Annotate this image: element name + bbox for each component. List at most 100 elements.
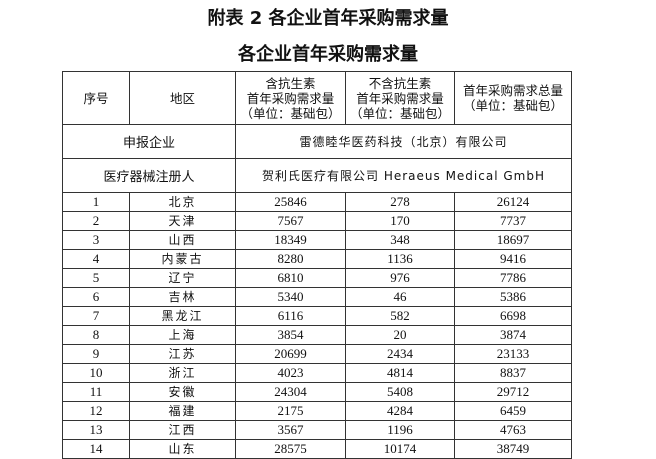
with-antibiotic-cell: 7567 bbox=[235, 211, 346, 231]
region-cell: 安徽 bbox=[129, 382, 236, 402]
table-row: 13 江西 3567 1196 4763 bbox=[62, 420, 572, 440]
seq-cell: 3 bbox=[62, 230, 130, 250]
seq-cell: 9 bbox=[62, 344, 130, 364]
registrant-row: 医疗器械注册人 贺利氏医疗有限公司 Heraeus Medical GmbH bbox=[62, 158, 572, 193]
seq-cell: 5 bbox=[62, 268, 130, 288]
table-row: 5 辽宁 6810 976 7786 bbox=[62, 268, 572, 288]
seq-cell: 6 bbox=[62, 287, 130, 307]
with-antibiotic-cell: 8280 bbox=[235, 249, 346, 269]
header-line: （单位：基础包） bbox=[349, 105, 450, 121]
seq-cell: 7 bbox=[62, 306, 130, 326]
table-row: 4 内蒙古 8280 1136 9416 bbox=[62, 249, 572, 269]
without-antibiotic-cell: 976 bbox=[345, 268, 455, 288]
header-line: 不含抗生素 bbox=[368, 75, 432, 91]
without-antibiotic-cell: 348 bbox=[345, 230, 455, 250]
with-antibiotic-cell: 18349 bbox=[235, 230, 346, 250]
total-cell: 38749 bbox=[454, 439, 572, 459]
region-cell: 北京 bbox=[129, 192, 236, 212]
total-cell: 6459 bbox=[454, 401, 572, 421]
with-antibiotic-cell: 28575 bbox=[235, 439, 346, 459]
total-cell: 9416 bbox=[454, 249, 572, 269]
total-cell: 3874 bbox=[454, 325, 572, 345]
document-title: 附表 2 各企业首年采购需求量 bbox=[207, 8, 449, 29]
with-antibiotic-cell: 4023 bbox=[235, 363, 346, 383]
with-antibiotic-cell: 3854 bbox=[235, 325, 346, 345]
header-line: （单位：基础包） bbox=[240, 105, 341, 121]
header-with-antibiotic: 含抗生素 首年采购需求量 （单位：基础包） bbox=[235, 71, 346, 125]
header-line: （单位：基础包） bbox=[462, 98, 563, 113]
without-antibiotic-cell: 170 bbox=[345, 211, 455, 231]
without-antibiotic-cell: 278 bbox=[345, 192, 455, 212]
seq-cell: 11 bbox=[62, 382, 130, 402]
without-antibiotic-cell: 4284 bbox=[345, 401, 455, 421]
with-antibiotic-cell: 5340 bbox=[235, 287, 346, 307]
table-row: 7 黑龙江 6116 582 6698 bbox=[62, 306, 572, 326]
table-row: 6 吉林 5340 46 5386 bbox=[62, 287, 572, 307]
header-line: 含抗生素 bbox=[265, 75, 316, 91]
seq-cell: 12 bbox=[62, 401, 130, 421]
with-antibiotic-cell: 6116 bbox=[235, 306, 346, 326]
table-row: 9 江苏 20699 2434 23133 bbox=[62, 344, 572, 364]
seq-cell: 1 bbox=[62, 192, 130, 212]
table-row: 10 浙江 4023 4814 8837 bbox=[62, 363, 572, 383]
with-antibiotic-cell: 25846 bbox=[235, 192, 346, 212]
total-cell: 26124 bbox=[454, 192, 572, 212]
registrant-value: 贺利氏医疗有限公司 Heraeus Medical GmbH bbox=[235, 158, 572, 193]
table-row: 2 天津 7567 170 7737 bbox=[62, 211, 572, 231]
region-cell: 天津 bbox=[129, 211, 236, 231]
with-antibiotic-cell: 3567 bbox=[235, 420, 346, 440]
header-region: 地区 bbox=[129, 71, 236, 125]
header-without-antibiotic: 不含抗生素 首年采购需求量 （单位：基础包） bbox=[345, 71, 455, 125]
seq-cell: 4 bbox=[62, 249, 130, 269]
total-cell: 7786 bbox=[454, 268, 572, 288]
region-cell: 吉林 bbox=[129, 287, 236, 307]
table-row: 3 山西 18349 348 18697 bbox=[62, 230, 572, 250]
region-cell: 山东 bbox=[129, 439, 236, 459]
seq-cell: 14 bbox=[62, 439, 130, 459]
total-cell: 18697 bbox=[454, 230, 572, 250]
table-title: 各企业首年采购需求量 bbox=[238, 44, 418, 65]
region-cell: 内蒙古 bbox=[129, 249, 236, 269]
applicant-value: 雷德睦华医药科技（北京）有限公司 bbox=[235, 124, 572, 159]
region-cell: 上海 bbox=[129, 325, 236, 345]
table-row: 12 福建 2175 4284 6459 bbox=[62, 401, 572, 421]
seq-cell: 13 bbox=[62, 420, 130, 440]
region-cell: 山西 bbox=[129, 230, 236, 250]
table-row: 11 安徽 24304 5408 29712 bbox=[62, 382, 572, 402]
applicant-label: 申报企业 bbox=[62, 124, 236, 159]
without-antibiotic-cell: 46 bbox=[345, 287, 455, 307]
total-cell: 8837 bbox=[454, 363, 572, 383]
region-cell: 浙江 bbox=[129, 363, 236, 383]
table-row: 14 山东 28575 10174 38749 bbox=[62, 439, 572, 459]
region-cell: 福建 bbox=[129, 401, 236, 421]
seq-cell: 8 bbox=[62, 325, 130, 345]
header-seq: 序号 bbox=[62, 71, 130, 125]
region-cell: 江西 bbox=[129, 420, 236, 440]
region-cell: 辽宁 bbox=[129, 268, 236, 288]
table-row: 1 北京 25846 278 26124 bbox=[62, 192, 572, 212]
seq-cell: 10 bbox=[62, 363, 130, 383]
with-antibiotic-cell: 2175 bbox=[235, 401, 346, 421]
header-line: 首年采购需求总量 bbox=[462, 83, 563, 98]
without-antibiotic-cell: 582 bbox=[345, 306, 455, 326]
demand-table: 序号 地区 含抗生素 首年采购需求量 （单位：基础包） 不含抗生素 首年采购需求… bbox=[62, 71, 572, 459]
without-antibiotic-cell: 1136 bbox=[345, 249, 455, 269]
without-antibiotic-cell: 5408 bbox=[345, 382, 455, 402]
region-cell: 黑龙江 bbox=[129, 306, 236, 326]
without-antibiotic-cell: 2434 bbox=[345, 344, 455, 364]
without-antibiotic-cell: 1196 bbox=[345, 420, 455, 440]
header-total: 首年采购需求总量 （单位：基础包） bbox=[454, 71, 572, 125]
total-cell: 23133 bbox=[454, 344, 572, 364]
table-row: 8 上海 3854 20 3874 bbox=[62, 325, 572, 345]
with-antibiotic-cell: 20699 bbox=[235, 344, 346, 364]
applicant-row: 申报企业 雷德睦华医药科技（北京）有限公司 bbox=[62, 124, 572, 159]
seq-cell: 2 bbox=[62, 211, 130, 231]
region-cell: 江苏 bbox=[129, 344, 236, 364]
header-line: 首年采购需求量 bbox=[246, 90, 335, 106]
without-antibiotic-cell: 20 bbox=[345, 325, 455, 345]
header-line: 首年采购需求量 bbox=[356, 90, 444, 106]
registrant-label: 医疗器械注册人 bbox=[62, 158, 236, 193]
with-antibiotic-cell: 6810 bbox=[235, 268, 346, 288]
header-row: 序号 地区 含抗生素 首年采购需求量 （单位：基础包） 不含抗生素 首年采购需求… bbox=[62, 71, 572, 125]
total-cell: 29712 bbox=[454, 382, 572, 402]
